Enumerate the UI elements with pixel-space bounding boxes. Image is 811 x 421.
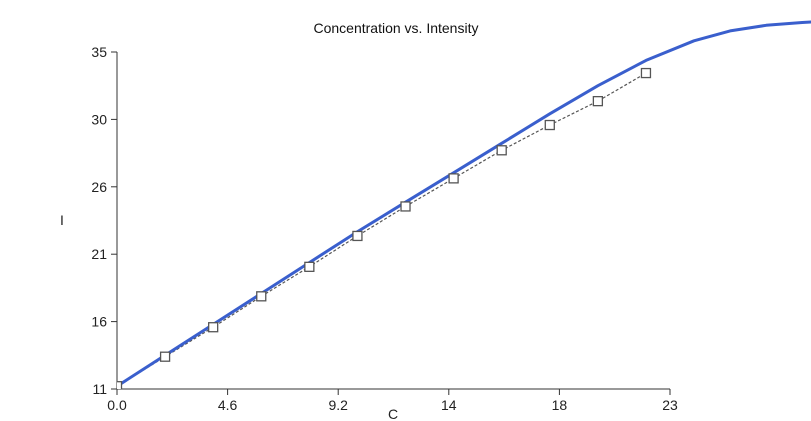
x-tick-label: 4.6	[218, 397, 238, 413]
data-point-marker	[208, 322, 219, 333]
y-ticks: 11 16 21 26 30 35	[91, 44, 117, 397]
data-point-marker	[544, 119, 555, 131]
dashed-series-line	[117, 72, 647, 387]
data-point-marker	[117, 381, 123, 389]
y-tick-label: 21	[91, 246, 107, 262]
x-tick-label: 0.0	[107, 397, 127, 413]
fit-curve-line	[117, 20, 811, 388]
y-tick-label: 30	[91, 111, 107, 127]
y-tick-label: 35	[91, 44, 107, 60]
x-tick-label: 23	[662, 397, 678, 413]
data-point-marker	[256, 291, 267, 302]
x-ticks: 0.0 4.6 9.2 14 18 23	[107, 389, 678, 413]
data-point-marker	[640, 67, 652, 79]
x-tick-label: 9.2	[328, 397, 348, 413]
data-point-marker	[496, 145, 507, 156]
chart-title: Concentration vs. Intensity	[314, 20, 479, 36]
data-point-marker	[448, 173, 459, 184]
x-tick-label: 18	[552, 397, 568, 413]
y-tick-label: 26	[91, 179, 107, 195]
y-tick-label: 11	[92, 381, 107, 397]
x-axis-label: C	[388, 406, 398, 421]
data-point-marker	[592, 95, 604, 107]
y-axis-label: I	[60, 212, 64, 228]
data-point-marker	[304, 261, 315, 272]
data-point-marker	[400, 201, 411, 212]
data-point-marker	[352, 230, 363, 242]
data-point-marker	[159, 351, 171, 362]
y-tick-label: 16	[91, 314, 107, 330]
x-tick-label: 14	[441, 397, 457, 413]
series-layer	[117, 20, 811, 389]
